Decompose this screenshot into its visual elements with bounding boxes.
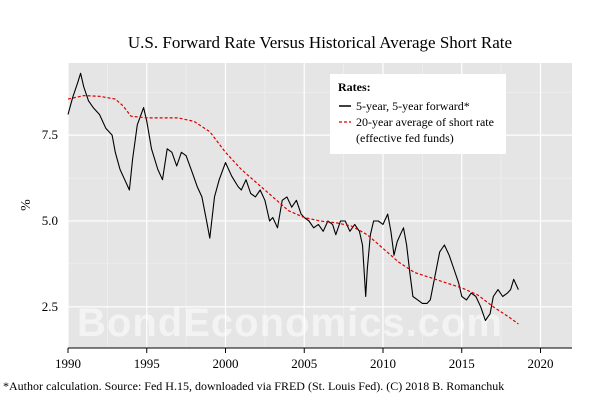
- y-tick-label: 5.0: [42, 213, 58, 228]
- legend-title: Rates:: [338, 80, 371, 94]
- series-line-average-short-rate: [67, 95, 519, 325]
- y-axis-label: %: [19, 199, 34, 211]
- y-tick-label: 2.5: [42, 299, 58, 314]
- y-tick-label: 7.5: [42, 127, 58, 142]
- x-tick-label: 2020: [528, 356, 554, 371]
- watermark: BondEconomics.com: [77, 301, 503, 345]
- x-tick-label: 1995: [134, 356, 160, 371]
- series-layer: [67, 72, 519, 325]
- x-tick-label: 2005: [291, 356, 317, 371]
- source-caption: *Author calculation. Source: Fed H.15, d…: [3, 379, 504, 393]
- y-axis-ticks: 2.5 5.0 7.5: [42, 127, 58, 314]
- legend-label-forward: 5-year, 5-year forward*: [356, 99, 470, 113]
- x-tick-label: 2000: [213, 356, 239, 371]
- legend-label-average: 20-year average of short rate: [356, 115, 494, 129]
- x-tick-label: 2010: [370, 356, 396, 371]
- x-tick-label: 2015: [449, 356, 475, 371]
- x-axis-ticks: 1990 1995 2000 2005 2010 2015 2020: [55, 348, 554, 371]
- legend-box: [330, 74, 506, 154]
- legend-label-average-note: (effective fed funds): [356, 131, 454, 145]
- legend: Rates: 5-year, 5-year forward* 20-year a…: [330, 74, 506, 154]
- series-line-forward-rate: [67, 72, 519, 322]
- chart-title: U.S. Forward Rate Versus Historical Aver…: [128, 33, 512, 52]
- x-tick-label: 1990: [55, 356, 81, 371]
